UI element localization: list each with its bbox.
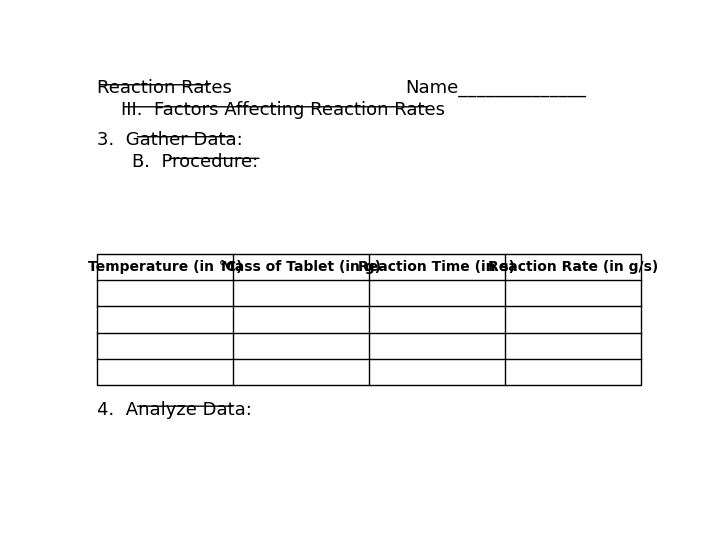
Text: Reaction Rates: Reaction Rates [97,79,232,97]
Text: 4.  Analyze Data:: 4. Analyze Data: [97,401,252,418]
Text: B.  Procedure:: B. Procedure: [132,153,258,171]
Text: Reaction Time (in s): Reaction Time (in s) [359,260,516,274]
Text: Temperature (in °C): Temperature (in °C) [88,260,243,274]
Text: Name______________: Name______________ [405,79,586,97]
Bar [97,254,641,385]
Text: Reaction Rate (in g/s): Reaction Rate (in g/s) [487,260,658,274]
Text: 3.  Gather Data:: 3. Gather Data: [97,131,243,150]
Text: Mass of Tablet (in g): Mass of Tablet (in g) [221,260,381,274]
Text: III.  Factors Affecting Reaction Rates: III. Factors Affecting Reaction Rates [121,102,445,119]
